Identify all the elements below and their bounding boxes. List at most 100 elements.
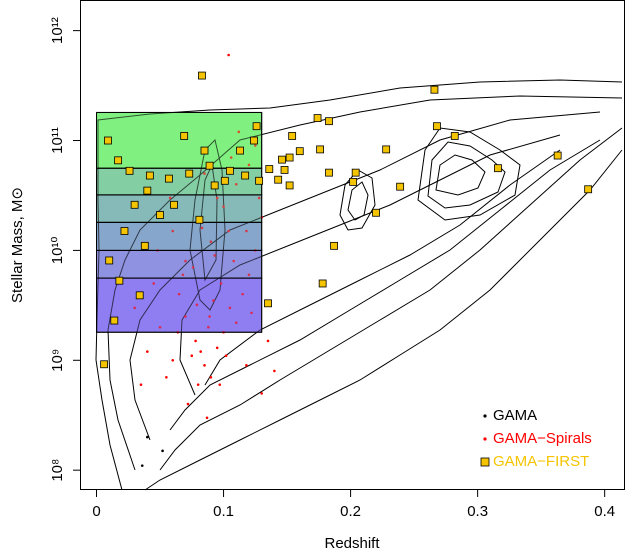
point [177,292,181,296]
mass-bin-tint [96,111,263,169]
point-square [100,360,109,369]
point-square [433,122,441,131]
bin-overlay [96,111,263,333]
point [152,282,155,285]
contour [189,139,226,311]
point [247,163,251,167]
point-square [114,156,123,165]
point [146,350,149,353]
y-tick-label: 10¹¹ [49,127,66,154]
point [194,339,197,343]
legend: GAMA GAMA−Spirals GAMA−FIRST [480,407,592,470]
point [190,354,194,358]
contour [347,181,369,221]
point [234,321,238,324]
point-square [205,161,214,170]
point-square [255,176,264,185]
point [158,325,162,329]
y-axis-title: Stellar Mass, M⊙ [9,187,26,303]
point [161,449,164,453]
point [139,383,143,386]
point-square [396,182,405,191]
point [171,229,175,233]
contour [417,127,521,221]
point [203,364,206,367]
point [195,303,199,307]
point [224,354,228,358]
point-square [295,147,304,156]
point [273,369,276,373]
point-square [220,176,229,185]
point [237,130,241,134]
point-square [278,155,286,164]
mass-bin-tint [96,221,263,251]
point-square [198,71,206,80]
mass-bin-tint [96,194,263,223]
point [228,306,232,310]
point-square [252,122,261,131]
point-square [140,241,149,250]
point [215,346,219,350]
point-square [280,166,289,174]
point-square [274,175,283,184]
y-tick-label: 10⁸ [49,459,66,482]
point-square [195,215,204,224]
point-square [200,146,209,155]
point-square [325,168,333,177]
axes: 0 0.1 0.2 0.3 0.4 10⁸ 10⁹ 10¹⁰ 10¹¹ 10¹² [49,17,615,520]
point-square [285,153,294,162]
y-tick-label: 10⁹ [49,349,66,372]
point [209,240,213,243]
x-axis-title: Redshift [324,535,380,552]
point-square [316,145,325,154]
legend-label: GAMA [493,407,537,424]
point [234,182,238,186]
point [171,358,175,362]
point-square [180,132,189,140]
point-square [265,165,274,173]
point [168,196,172,200]
mass-bin-tint [96,249,263,279]
contour [107,95,623,471]
point-square [115,276,124,285]
contour [144,149,623,491]
legend-marker [480,457,490,467]
point-square [105,256,114,265]
point-square [120,227,129,235]
point [186,402,190,406]
radio-points [100,71,593,369]
point [203,172,206,175]
point-square [372,208,380,217]
point-square [264,299,272,308]
x-tick-label: 0.4 [594,503,615,520]
point [191,266,195,269]
point [200,226,204,230]
y-tick-label: 10¹² [49,17,66,44]
point [184,315,187,318]
point-square [185,169,194,178]
point-square [313,114,322,122]
point [222,205,225,208]
point-square [351,168,360,177]
point-square [135,291,144,300]
point-square [553,151,562,160]
point-square [130,200,139,209]
point [245,364,248,367]
point [165,376,168,379]
point [212,299,215,302]
x-tick-label: 0.2 [340,503,361,520]
point-square [210,181,219,190]
point [213,254,216,257]
point-square [430,85,439,94]
point-square [450,132,459,140]
legend-marker [483,437,487,441]
mass-bin-tint [96,277,263,333]
point-square [494,164,502,173]
point [218,383,222,386]
point [140,464,144,467]
point-square [143,186,152,195]
point-square [145,171,154,180]
mass-bin [96,111,263,169]
point [254,144,257,147]
